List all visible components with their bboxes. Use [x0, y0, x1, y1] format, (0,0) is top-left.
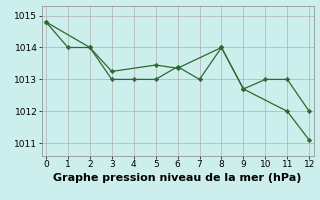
X-axis label: Graphe pression niveau de la mer (hPa): Graphe pression niveau de la mer (hPa) [53, 173, 302, 183]
